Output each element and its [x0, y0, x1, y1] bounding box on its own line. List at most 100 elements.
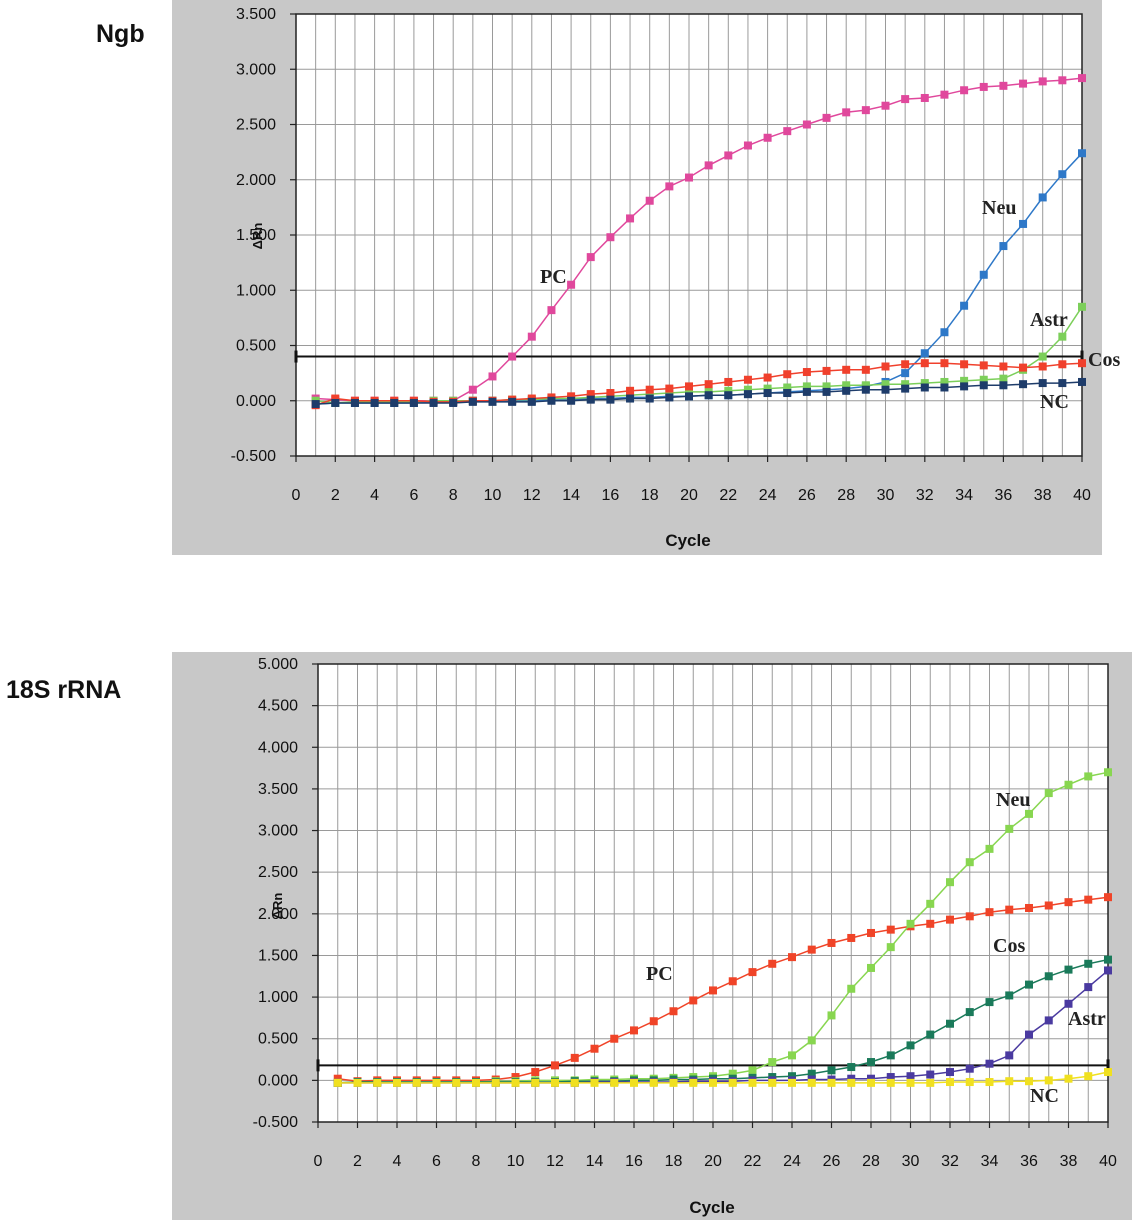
data-point [724, 391, 733, 400]
data-point [965, 1078, 974, 1087]
data-point [551, 1061, 559, 1070]
data-point [985, 908, 994, 917]
data-point [827, 1011, 836, 1020]
data-point [567, 392, 576, 401]
data-point [665, 182, 674, 191]
data-point [1005, 991, 1014, 1000]
data-point [527, 397, 536, 406]
data-point [1064, 780, 1073, 789]
data-point [669, 1007, 678, 1016]
data-point [979, 361, 988, 370]
data-point [685, 392, 693, 401]
data-point [802, 382, 811, 391]
data-point [610, 1078, 619, 1087]
y-tick-label: 1.000 [258, 989, 298, 1006]
series-label-neu: Neu [982, 197, 1016, 219]
data-point [920, 93, 929, 102]
x-tick-label: 14 [586, 1153, 604, 1170]
data-point [965, 858, 974, 867]
data-point [768, 1078, 777, 1087]
y-axis-title: ΔRn [270, 893, 285, 920]
x-tick-label: 22 [744, 1153, 762, 1170]
data-point [1058, 76, 1067, 85]
data-point [946, 1019, 954, 1028]
data-point [432, 1078, 441, 1087]
data-point [1044, 901, 1053, 910]
x-tick-label: 34 [955, 487, 973, 504]
ngb-chart: 3.500 3.000 2.500 2.000 1.500 1.000 0.500 0.000… [231, 6, 1121, 550]
series-label-nc: NC [1040, 391, 1069, 413]
data-point [685, 173, 693, 182]
y-tick-label: 2.000 [258, 906, 298, 923]
data-point [472, 1078, 480, 1087]
x-tick-label: 20 [680, 487, 698, 504]
series-label-pc: PC [646, 963, 673, 985]
series-line [315, 306, 1083, 404]
data-point [709, 986, 717, 995]
data-point [1025, 903, 1033, 912]
x-tick-label: 24 [783, 1153, 801, 1170]
data-point [1044, 789, 1053, 798]
data-point [645, 385, 654, 394]
data-point [606, 395, 615, 404]
x-tick-label: 12 [523, 487, 541, 504]
x-tick-label: 8 [449, 487, 458, 504]
rrna-chart: 5.000 4.500 4.000 3.500 3.000 2.500 2.000 1.500… [253, 656, 1117, 1217]
series-line [337, 1071, 1109, 1084]
data-point [999, 362, 1008, 371]
y-tick-label: 4.500 [258, 698, 298, 715]
data-point [1038, 352, 1047, 361]
data-point [449, 398, 458, 407]
data-point [847, 1078, 856, 1087]
data-point [807, 1078, 816, 1087]
data-point [350, 398, 359, 407]
y-tick-label: 2.500 [258, 864, 298, 881]
data-point [886, 1078, 895, 1087]
rrna-panel-label: 18S rRNA [6, 676, 122, 704]
data-point [511, 1078, 520, 1087]
data-point [763, 373, 772, 382]
data-point [508, 397, 517, 406]
data-point [1078, 149, 1086, 158]
data-point [1078, 359, 1086, 368]
x-tick-label: 2 [331, 487, 340, 504]
data-point [626, 214, 635, 223]
data-point [665, 384, 674, 393]
grid [317, 663, 1109, 1123]
x-tick-label: 6 [409, 487, 418, 504]
data-point [630, 1026, 638, 1035]
data-point [822, 382, 831, 391]
data-point [867, 1058, 875, 1067]
y-tick-label: 3.000 [258, 823, 298, 840]
series-line [337, 896, 1109, 1082]
series-label-nc: NC [1030, 1085, 1059, 1107]
data-point [1064, 965, 1073, 974]
data-point [1025, 980, 1033, 989]
x-tick-label: 6 [432, 1153, 441, 1170]
data-point [979, 375, 988, 384]
data-point [960, 360, 969, 369]
x-tick-label: 30 [877, 487, 895, 504]
data-point [827, 938, 836, 947]
data-point [906, 1078, 915, 1087]
data-point [926, 1070, 935, 1079]
data-point [847, 1074, 856, 1083]
data-point [748, 1078, 757, 1087]
data-point [901, 360, 910, 369]
x-tick-label: 28 [862, 1153, 880, 1170]
x-tick-label: 10 [484, 487, 502, 504]
data-point [669, 1078, 678, 1087]
data-point [788, 1051, 796, 1060]
data-point [1078, 302, 1086, 311]
data-point [1058, 379, 1067, 388]
x-tick-label: 22 [719, 487, 737, 504]
data-point [547, 306, 556, 315]
x-tick-label: 30 [902, 1153, 920, 1170]
data-point [847, 933, 856, 942]
data-point [901, 380, 910, 389]
series-line [315, 362, 1083, 406]
data-point [743, 141, 752, 150]
data-point [940, 359, 949, 368]
data-point [1078, 74, 1086, 83]
data-point [867, 1078, 875, 1087]
